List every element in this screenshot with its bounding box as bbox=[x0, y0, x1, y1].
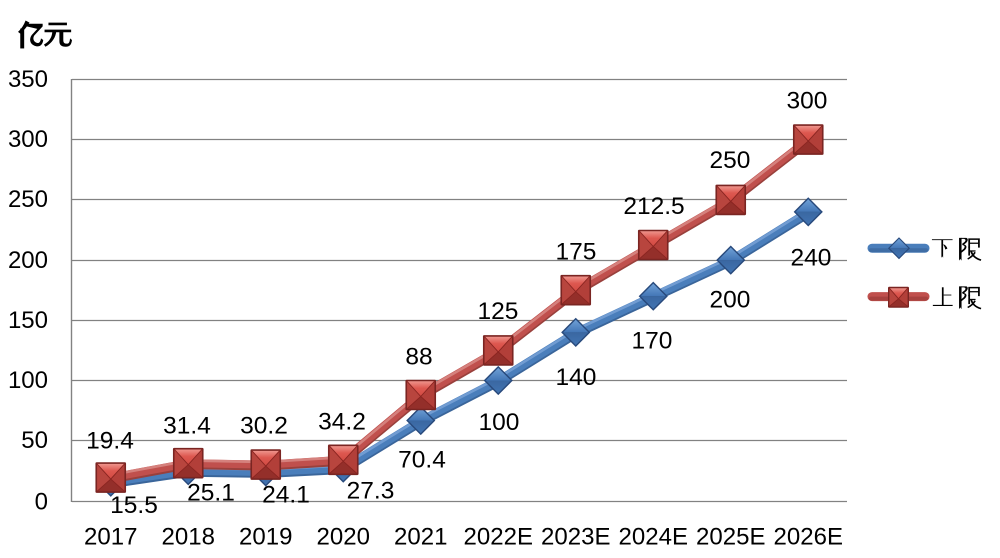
svg-text:19.4: 19.4 bbox=[86, 428, 134, 455]
svg-text:2018: 2018 bbox=[162, 524, 215, 551]
svg-text:24.1: 24.1 bbox=[262, 482, 310, 509]
svg-text:250: 250 bbox=[8, 186, 48, 213]
svg-text:34.2: 34.2 bbox=[318, 409, 366, 436]
svg-text:27.3: 27.3 bbox=[347, 478, 395, 505]
svg-text:0: 0 bbox=[35, 489, 48, 516]
svg-text:350: 350 bbox=[8, 66, 48, 93]
svg-text:30.2: 30.2 bbox=[240, 413, 288, 440]
svg-text:150: 150 bbox=[8, 307, 48, 334]
svg-text:240: 240 bbox=[791, 245, 832, 272]
svg-text:31.4: 31.4 bbox=[163, 413, 211, 440]
svg-text:212.5: 212.5 bbox=[623, 193, 684, 220]
svg-text:175: 175 bbox=[556, 239, 597, 266]
svg-text:200: 200 bbox=[8, 247, 48, 274]
svg-text:250: 250 bbox=[710, 147, 751, 174]
svg-text:2023E: 2023E bbox=[541, 524, 610, 551]
svg-text:2024E: 2024E bbox=[619, 524, 688, 551]
svg-text:140: 140 bbox=[556, 364, 597, 391]
svg-text:170: 170 bbox=[632, 328, 673, 355]
svg-text:88: 88 bbox=[405, 344, 432, 371]
svg-text:100: 100 bbox=[479, 409, 520, 436]
svg-text:2017: 2017 bbox=[84, 524, 137, 551]
svg-text:100: 100 bbox=[8, 367, 48, 394]
svg-text:2025E: 2025E bbox=[696, 524, 765, 551]
svg-text:200: 200 bbox=[710, 287, 751, 314]
svg-text:125: 125 bbox=[478, 298, 519, 325]
svg-text:300: 300 bbox=[787, 88, 828, 115]
svg-text:15.5: 15.5 bbox=[110, 492, 158, 519]
svg-text:70.4: 70.4 bbox=[398, 447, 446, 474]
svg-text:2022E: 2022E bbox=[464, 524, 533, 551]
svg-text:2020: 2020 bbox=[317, 524, 370, 551]
svg-text:300: 300 bbox=[8, 126, 48, 153]
svg-text:2026E: 2026E bbox=[774, 524, 843, 551]
svg-text:2019: 2019 bbox=[239, 524, 292, 551]
svg-text:50: 50 bbox=[21, 427, 48, 454]
svg-text:2021: 2021 bbox=[394, 524, 447, 551]
svg-text:25.1: 25.1 bbox=[187, 480, 235, 507]
